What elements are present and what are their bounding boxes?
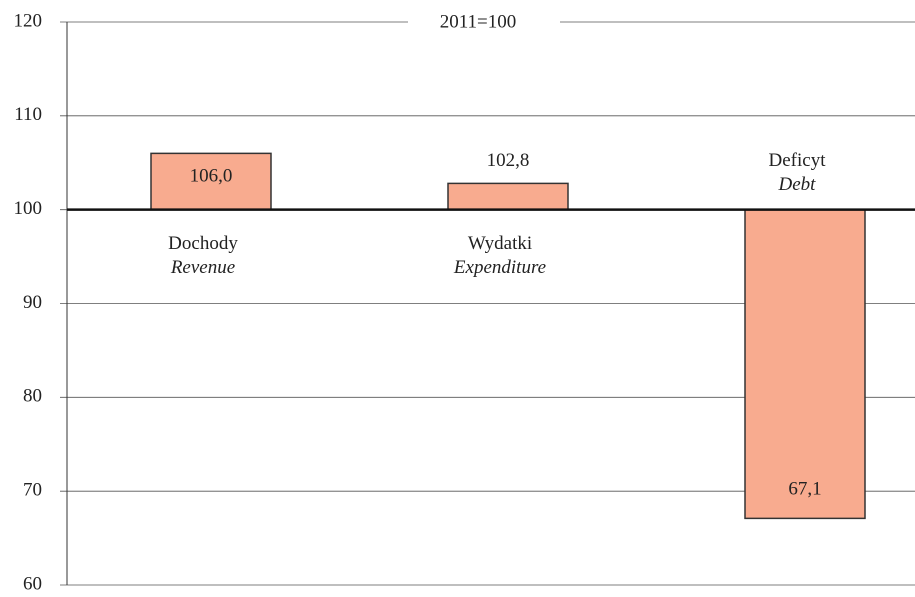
category-label-en: Expenditure: [453, 257, 546, 278]
category-label: Dochody: [168, 233, 238, 254]
y-tick-label: 120: [14, 10, 43, 31]
y-tick-label: 90: [23, 292, 42, 313]
category-label: Wydatki: [468, 233, 532, 254]
y-tick-label: 110: [14, 104, 42, 125]
subtitle-bg: [408, 8, 560, 36]
y-tick-label: 100: [14, 198, 43, 219]
y-tick-label: 80: [23, 386, 42, 407]
value-label: 102,8: [487, 150, 530, 171]
bar: [150, 152, 272, 211]
category-label-en: Debt: [778, 174, 817, 195]
bar: [744, 208, 866, 520]
category-label: Deficyt: [769, 150, 827, 171]
category-label-en: Revenue: [170, 257, 235, 278]
bar: [447, 182, 569, 211]
y-tick-label: 60: [23, 573, 42, 594]
value-label: 67,1: [788, 479, 821, 500]
value-label: 106,0: [190, 166, 233, 187]
y-tick-label: 70: [23, 480, 42, 501]
chart-subtitle: 2011=100: [440, 11, 517, 32]
